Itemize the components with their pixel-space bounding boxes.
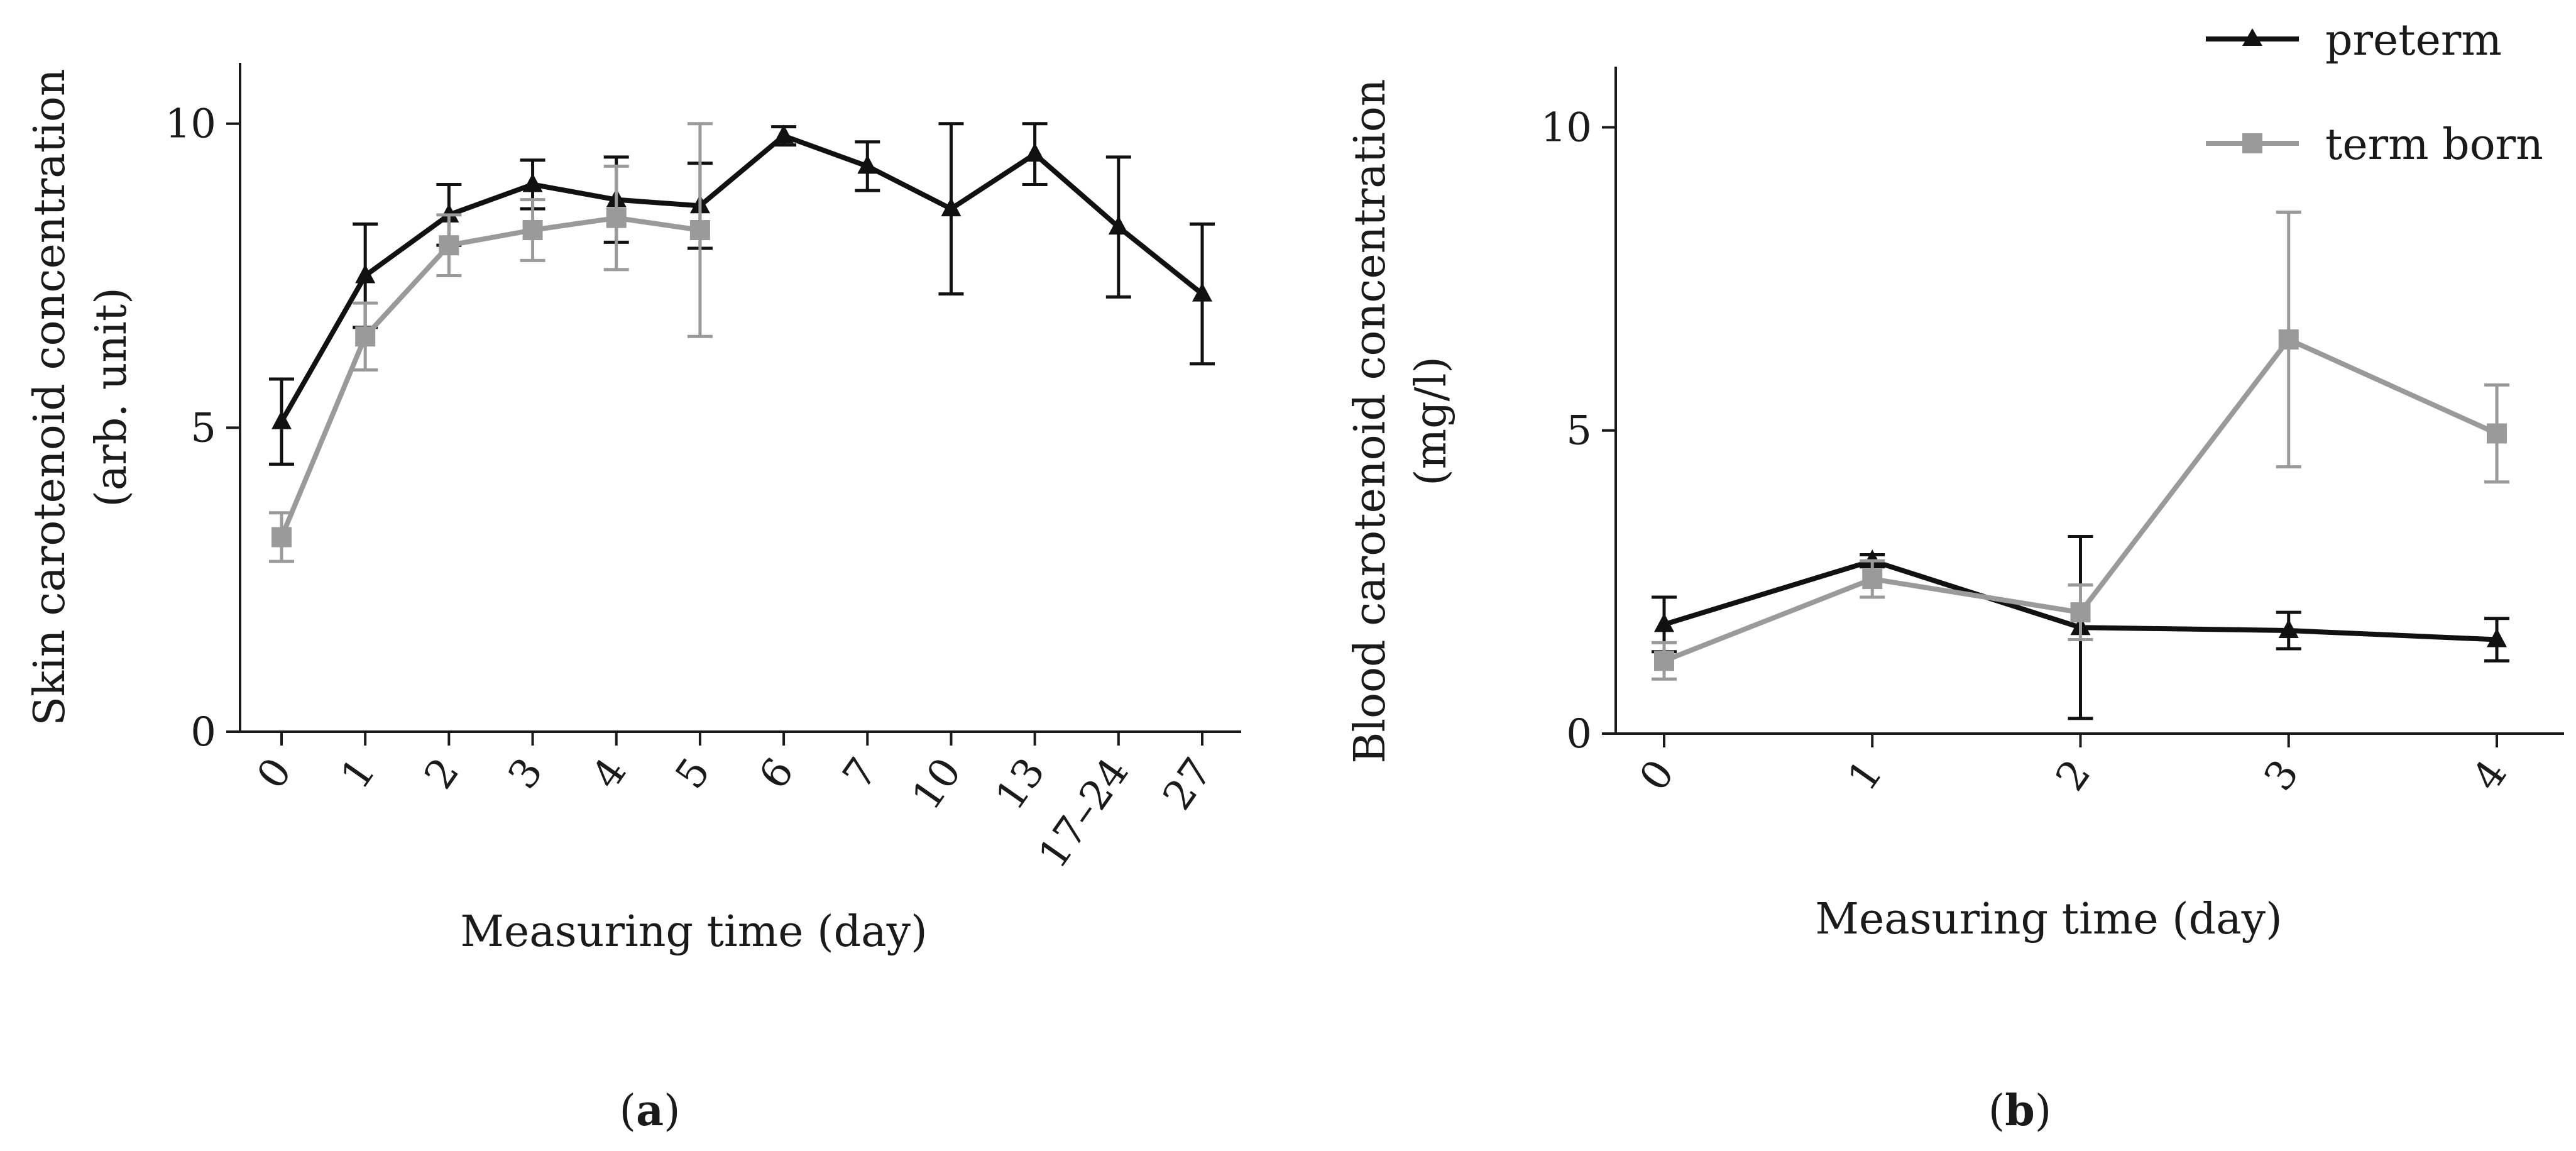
data-point-term-born [1862,569,1883,590]
panel-a-x-tick-label: 13 [987,750,1054,818]
legend-marker-preterm [2242,28,2262,46]
panel-a-y-tick-label: 0 [190,709,216,756]
panel-b-y-tick-label: 0 [1566,711,1592,757]
panel-b-blood-chart: 0 5 10 0 1 2 3 4 Measuring time (day) Blood ca… [1346,67,2564,1136]
panel-a-x-tick-label: 27 [1154,750,1222,818]
panel-a-x-tick-label: 6 [750,750,803,798]
series-line-preterm [279,133,1204,423]
data-point-preterm [774,124,794,144]
data-point-preterm [857,155,878,174]
data-point-preterm [271,410,292,429]
series-line-term-born [279,215,701,539]
panel-b-x-tick-label: 2 [2047,752,2100,800]
data-point-term-born [2278,329,2299,350]
data-point-preterm [1024,143,1045,162]
panel-a-x-tick-label: 10 [903,750,970,818]
panel-a-x-tick-label: 1 [332,750,385,798]
panel-a-x-axis-title: Measuring time (day) [460,907,927,957]
data-point-preterm [2278,619,2299,639]
panel-a-x-tick-label: 17–24 [1030,750,1138,877]
data-point-term-born [2070,602,2091,623]
panel-b-y-axis-title-line2: (mg/l) [1406,356,1456,486]
data-point-preterm [1862,549,1883,569]
panel-a-y-axis-title-line2: (arb. unit) [87,287,136,507]
data-point-term-born [355,326,376,347]
panel-b-x-tick-label: 3 [2255,752,2308,800]
data-point-preterm [1108,216,1129,235]
data-point-term-born [522,220,543,240]
panel-b-y-axis-title-line1: Blood carotenoid concentration [1346,79,1395,763]
panel-b-label-letter: b [2005,1086,2035,1136]
panel-a-x-tick-label: 2 [415,750,468,798]
data-point-term-born [271,527,292,548]
data-point-preterm [522,173,543,192]
panel-a-y-tick-label: 10 [165,101,216,148]
data-point-preterm [941,197,962,217]
panel-a-x-tick-label: 4 [583,750,636,798]
panel-b-y-tick-label: 5 [1566,408,1592,454]
panel-a-label: (a) [619,1086,680,1136]
legend-label-preterm: preterm [2325,16,2502,65]
panel-a-y-axis-title-line1: Skin carotenoid concentration [25,69,75,725]
legend: preterm term born [2206,16,2543,170]
panel-b-label: (b) [1988,1086,2052,1136]
legend-label-term-born: term born [2325,120,2543,170]
panel-a-x-tick-label: 7 [834,750,887,798]
data-point-term-born [439,235,459,256]
data-point-preterm [2487,628,2507,647]
panel-b-y-tick-label: 10 [1541,104,1592,151]
legend-marker-term-born [2242,133,2262,153]
panel-b-x-axis-title: Measuring time (day) [1815,895,2282,944]
data-point-preterm [1192,282,1212,302]
data-point-term-born [689,220,710,240]
panel-a-y-tick-label: 5 [190,405,216,451]
data-point-term-born [1654,651,1674,671]
panel-a-series-preterm [269,122,1215,466]
panel-a-x-tick-label: 5 [667,750,720,798]
panel-b-x-tick-label: 4 [2464,752,2516,800]
panel-a-series-term-born [269,122,713,563]
panel-b-x-tick-label: 1 [1839,752,1892,800]
data-point-preterm [1654,613,1674,632]
panel-a-x-tick-label: 0 [248,750,301,798]
panel-b-series-term-born [1652,210,2509,681]
panel-a-label-letter: a [636,1086,664,1136]
panel-b-x-tick-label: 0 [1631,752,1684,800]
data-point-term-born [606,207,627,228]
data-point-term-born [2487,423,2507,444]
panel-a-x-tick-label: 3 [500,750,552,798]
data-point-preterm [439,203,459,223]
data-point-preterm [355,264,376,284]
